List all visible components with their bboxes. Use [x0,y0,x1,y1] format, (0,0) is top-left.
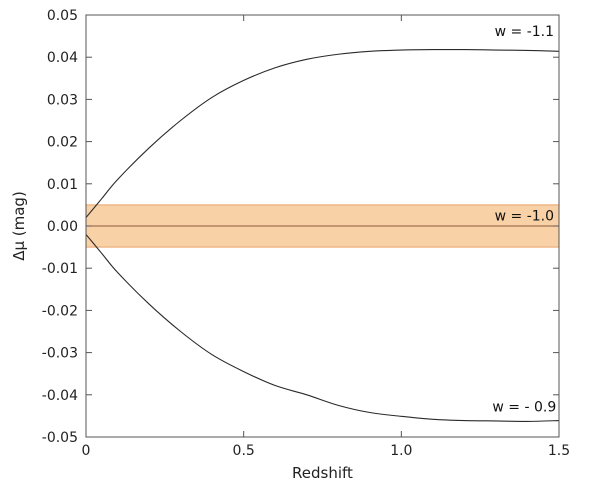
curve-label: w = - 0.9 [492,400,556,416]
series-line-w-minus-0-9 [85,234,560,422]
curve-label: w = -1.1 [495,24,554,40]
y-tick-label: -0.02 [42,303,78,319]
y-tick-label: 0.01 [47,177,78,193]
tick-layer: 0.05 0.04 0.03 0.02 0.01 0.00 -0.01 -0.02 -0.03 -… [42,8,570,459]
x-tick-label: 0.5 [233,443,255,459]
y-tick-label: 0.03 [47,92,78,108]
y-tick-label: -0.03 [42,346,78,362]
y-tick-label: 0.00 [47,219,78,235]
y-tick-label: 0.05 [47,8,78,24]
curve-label-layer: w = -1.1 w = -1.0 w = - 0.9 [492,24,556,416]
y-tick-label: -0.05 [42,430,78,446]
y-tick-label: -0.01 [42,261,78,277]
x-tick-label: 1.0 [390,443,412,459]
series-line-w-minus-1-1 [85,48,560,218]
y-tick-label: -0.04 [42,388,78,404]
x-tick-label: 0 [82,443,91,459]
series-layer [85,48,560,422]
curve-label: w = -1.0 [495,208,554,224]
x-axis-label: Redshift [292,464,353,482]
y-tick-label: 0.04 [47,50,78,66]
x-tick-label: 1.5 [548,443,570,459]
y-axis-label: Δμ (mag) [10,191,28,261]
y-tick-label: 0.02 [47,135,78,151]
